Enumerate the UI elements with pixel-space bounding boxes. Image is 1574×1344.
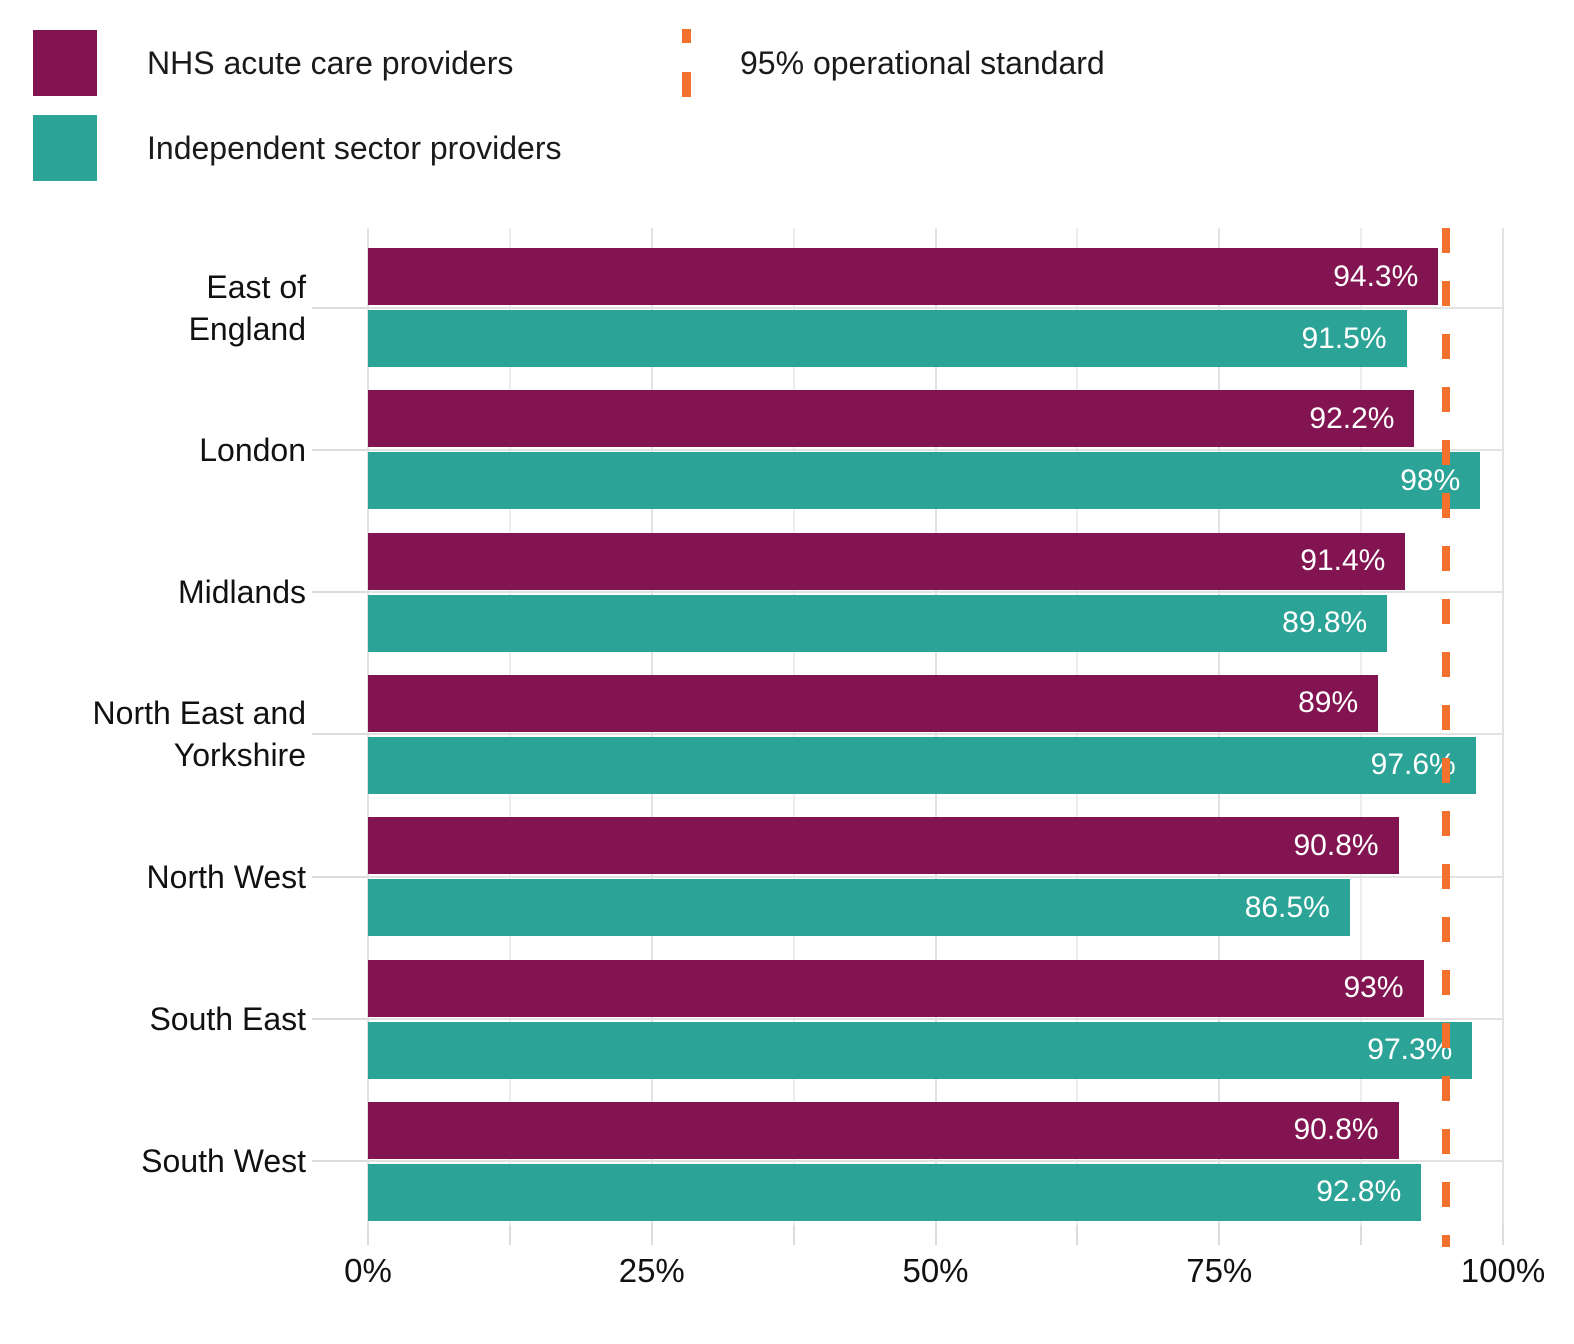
y-axis-tick-east-of-england	[312, 306, 367, 309]
y-axis-tick-london	[312, 448, 367, 451]
x-tick-label-50: 50%	[902, 1252, 969, 1289]
v-gridline-100	[1502, 228, 1504, 1225]
bar-value-label-independent-sector-providers-south-east: 97.3%	[1367, 1033, 1453, 1066]
h-gridline-north-west	[368, 875, 1503, 878]
legend-item-nhs-acute: NHS acute care providers	[33, 29, 513, 97]
x-tick-label-75: 75%	[1186, 1252, 1253, 1289]
bar-value-label-independent-sector-providers-north-west: 86.5%	[1244, 890, 1330, 924]
legend-label-independent: Independent sector providers	[147, 129, 562, 166]
x-axis-tick-37.5	[792, 1225, 795, 1245]
h-gridline-midlands	[368, 591, 1503, 594]
bar-value-label-nhs-acute-care-providers-london: 92.2%	[1309, 401, 1395, 435]
h-gridline-london	[368, 448, 1503, 451]
bar-independent-sector-providers-london: 98%	[368, 452, 1481, 510]
x-axis-tick-50	[934, 1225, 937, 1245]
legend-label-operational-standard: 95% operational standard	[740, 44, 1105, 81]
independent-color-swatch	[33, 115, 97, 181]
x-axis-tick-62.5	[1076, 1225, 1079, 1245]
bar-independent-sector-providers-south-west: 92.8%	[368, 1163, 1422, 1221]
bar-value-label-nhs-acute-care-providers-north-west: 90.8%	[1293, 828, 1379, 862]
x-tick-label-0: 0%	[344, 1252, 392, 1289]
bar-value-label-independent-sector-providers-midlands: 89.8%	[1282, 606, 1368, 640]
y-axis-tick-south-east	[312, 1018, 367, 1020]
legend-item-independent: Independent sector providers	[33, 114, 561, 182]
x-axis-tick-25	[650, 1225, 653, 1245]
x-axis-tick-87.5	[1360, 1225, 1363, 1245]
bar-value-label-independent-sector-providers-south-west: 92.8%	[1316, 1175, 1402, 1209]
legend-item-operational-standard: 95% operational standard	[682, 29, 1105, 97]
bar-value-label-nhs-acute-care-providers-south-west: 90.8%	[1293, 1113, 1379, 1147]
bar-nhs-acute-care-providers-east-of-england: 94.3%	[368, 248, 1439, 305]
bar-nhs-acute-care-providers-south-west: 90.8%	[368, 1101, 1399, 1159]
bar-nhs-acute-care-providers-london: 92.2%	[368, 390, 1415, 448]
category-label-midlands: Midlands	[177, 574, 306, 611]
h-gridline-east-of-england	[368, 306, 1503, 309]
x-axis-tick-12.5	[508, 1225, 511, 1245]
x-axis-tick-0	[367, 1225, 369, 1245]
category-label-north-east-and-yorkshire: North East and Yorkshire	[92, 695, 306, 774]
nhs-acute-color-swatch	[33, 30, 97, 96]
y-axis-tick-midlands	[312, 591, 367, 594]
bar-independent-sector-providers-south-east: 97.3%	[368, 1021, 1473, 1079]
bar-nhs-acute-care-providers-north-west: 90.8%	[368, 817, 1399, 875]
reference-line-95pct	[1442, 228, 1451, 1247]
h-gridline-south-west	[368, 1160, 1503, 1163]
bar-nhs-acute-care-providers-north-east-and-yorkshire: 89%	[368, 674, 1379, 732]
legend-label-nhs-acute: NHS acute care providers	[147, 44, 514, 81]
y-axis-tick-south-west	[312, 1160, 367, 1163]
dashed-line-icon	[682, 29, 691, 97]
y-axis-tick-north-west	[312, 875, 367, 878]
category-label-north-west: North West	[146, 858, 306, 895]
bar-value-label-independent-sector-providers-east-of-england: 91.5%	[1301, 321, 1387, 355]
category-label-east-of-england: East of England	[188, 268, 306, 347]
bar-nhs-acute-care-providers-midlands: 91.4%	[368, 532, 1406, 590]
y-axis-tick-north-east-and-yorkshire	[312, 733, 367, 736]
bar-value-label-independent-sector-providers-north-east-and-yorkshire: 97.6%	[1370, 748, 1456, 782]
category-label-south-east: South East	[149, 1001, 306, 1037]
category-label-south-west: South West	[141, 1143, 306, 1180]
bar-nhs-acute-care-providers-south-east: 93%	[368, 959, 1424, 1017]
bar-value-label-nhs-acute-care-providers-midlands: 91.4%	[1300, 544, 1386, 578]
bar-value-label-nhs-acute-care-providers-north-east-and-yorkshire: 89%	[1298, 686, 1359, 720]
bar-value-label-nhs-acute-care-providers-east-of-england: 94.3%	[1333, 259, 1419, 293]
bar-independent-sector-providers-midlands: 89.8%	[368, 594, 1388, 652]
x-axis-tick-100	[1502, 1225, 1504, 1245]
bar-value-label-nhs-acute-care-providers-south-east: 93%	[1343, 971, 1404, 1004]
bar-independent-sector-providers-east-of-england: 91.5%	[368, 310, 1407, 367]
x-tick-label-25: 25%	[618, 1252, 685, 1289]
bar-value-label-independent-sector-providers-london: 98%	[1400, 463, 1461, 497]
h-gridline-south-east	[368, 1018, 1503, 1020]
h-gridline-north-east-and-yorkshire	[368, 733, 1503, 736]
bar-independent-sector-providers-north-east-and-yorkshire: 97.6%	[368, 736, 1476, 794]
bar-independent-sector-providers-north-west: 86.5%	[368, 879, 1350, 937]
category-label-london: London	[199, 431, 306, 468]
x-axis-tick-75	[1218, 1225, 1221, 1245]
x-tick-label-100: 100%	[1460, 1252, 1546, 1289]
